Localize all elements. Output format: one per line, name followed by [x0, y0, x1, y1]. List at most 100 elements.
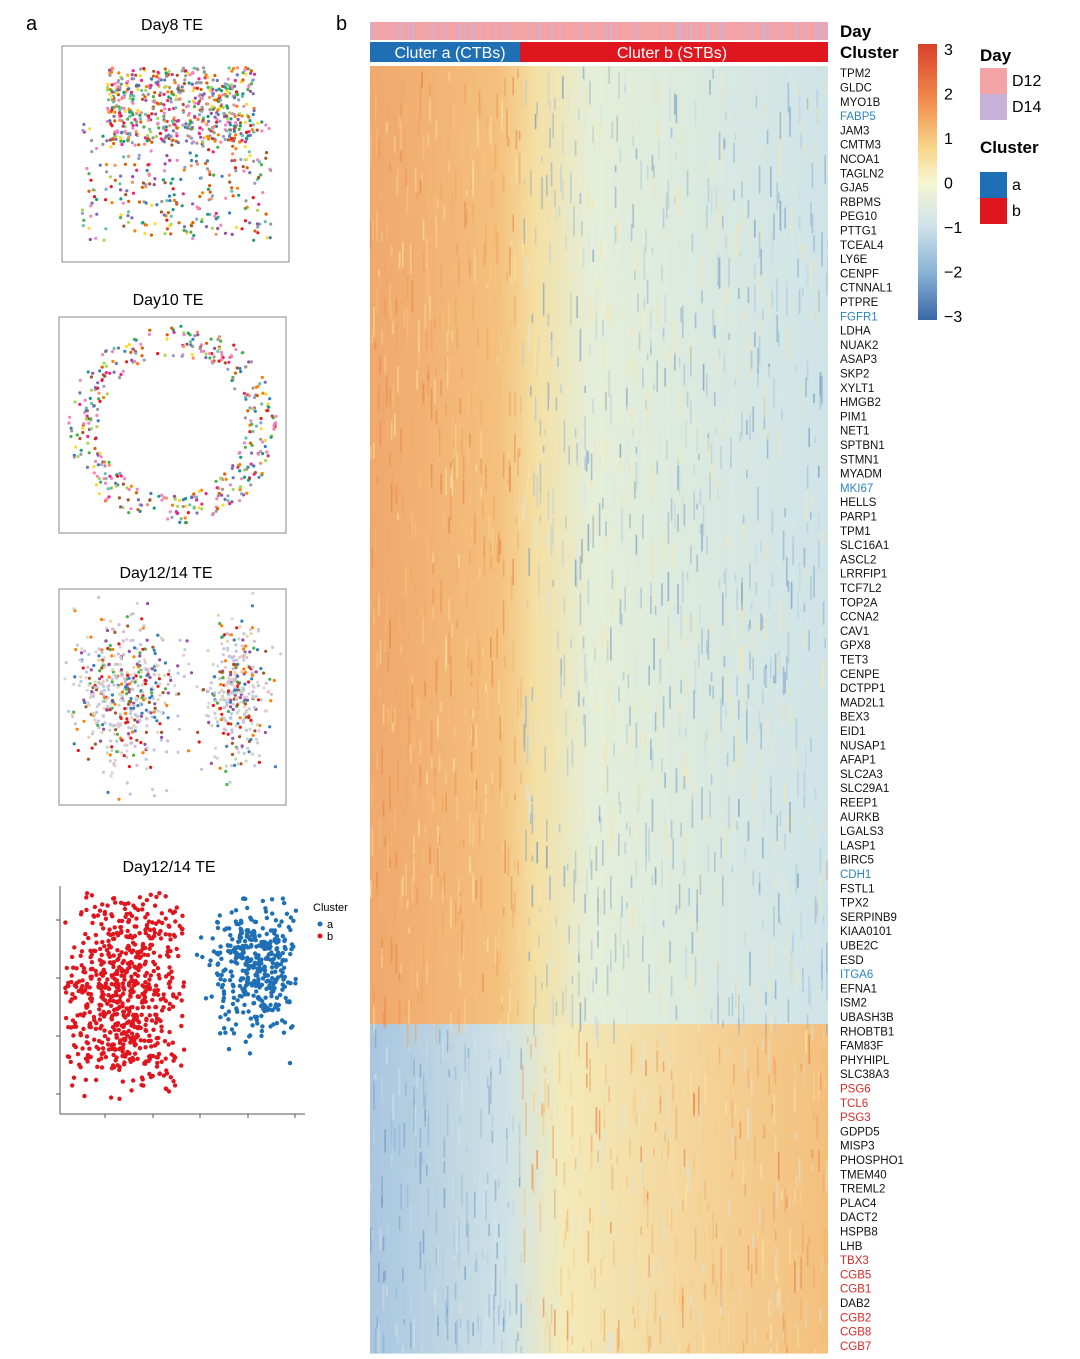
heatmap-cell — [547, 592, 550, 614]
day-stripe — [706, 22, 707, 40]
scatter-point — [210, 723, 214, 728]
heatmap-cell — [398, 698, 401, 708]
scatter-point — [142, 658, 147, 662]
scatter-point — [189, 224, 194, 228]
heatmap-cell — [477, 679, 479, 710]
scatter-point — [182, 653, 186, 657]
scatter-point — [192, 506, 196, 510]
heatmap-cell — [653, 1312, 655, 1320]
cluster-point-b — [80, 983, 85, 989]
cluster-point-b — [117, 953, 122, 958]
scatter-point — [228, 128, 232, 132]
heatmap-cell — [635, 858, 638, 880]
scatter-point — [86, 665, 90, 669]
heatmap-cell — [499, 539, 502, 555]
cluster-point-b — [99, 1056, 104, 1061]
heatmap-cell — [373, 989, 375, 1002]
cluster-point-b — [153, 983, 159, 988]
heatmap-row — [370, 752, 828, 768]
heatmap-cell — [509, 247, 511, 276]
scatter-point — [239, 690, 243, 695]
scatter-point — [89, 214, 93, 218]
scatter-point — [122, 95, 126, 100]
cluster-point-a — [276, 937, 281, 943]
heatmap-cell — [520, 677, 522, 710]
heatmap-cell — [587, 524, 590, 551]
heatmap-cell — [490, 543, 492, 553]
scatter-point — [216, 613, 220, 617]
heatmap-cell — [424, 750, 426, 759]
heatmap-cell — [626, 723, 628, 745]
cluster-point-a — [241, 1010, 246, 1015]
heatmap-cell — [642, 1168, 644, 1183]
scatter-point — [231, 464, 235, 468]
heatmap-cell — [610, 876, 612, 910]
heatmap-cell — [590, 1266, 593, 1281]
scatter-point — [209, 761, 213, 766]
cluster-point-b — [115, 1063, 120, 1068]
scatter-point — [102, 238, 106, 242]
cluster-point-b — [63, 920, 68, 925]
scatter-point — [133, 163, 137, 167]
cluster-point-b — [144, 897, 150, 903]
scatter-point — [97, 702, 101, 706]
heatmap-cell — [563, 654, 566, 687]
scatter-point — [215, 486, 219, 490]
heatmap-cell — [422, 383, 425, 404]
legend-label-b: b — [327, 931, 333, 943]
scatter-point — [94, 650, 98, 654]
heatmap-cell — [405, 1082, 407, 1096]
scatter-point — [219, 350, 224, 354]
scatter-point — [156, 684, 160, 688]
day-stripe — [610, 22, 612, 40]
scatter-point — [261, 452, 265, 456]
heatmap-cell — [611, 1331, 614, 1353]
heatmap-cell — [597, 931, 599, 948]
scatter-point — [92, 195, 97, 199]
cluster-point-b — [135, 1006, 140, 1011]
heatmap-cell — [520, 1345, 522, 1353]
scatter-point — [119, 716, 123, 721]
heatmap-cell — [576, 459, 578, 473]
heatmap-cell — [598, 124, 601, 155]
cluster-point-b — [146, 1058, 151, 1064]
scatter-point — [72, 742, 76, 746]
scatter-point — [85, 166, 89, 171]
heatmap-cell — [517, 808, 519, 833]
scatter-point — [192, 492, 196, 496]
scatter-point — [128, 96, 132, 100]
cluster-point-b — [127, 983, 132, 988]
scatter-point — [260, 129, 264, 133]
scatter-point — [156, 709, 160, 713]
cluster-point-b — [111, 964, 116, 970]
scatter-point — [133, 718, 137, 722]
scatter-point — [231, 375, 235, 380]
scatter-point — [221, 731, 226, 735]
heatmap-cell — [384, 837, 386, 847]
heatmap-cell — [416, 1346, 418, 1353]
scatter-point — [169, 181, 173, 185]
cluster-point-a — [242, 938, 248, 944]
scatter-point — [126, 117, 130, 121]
scatter-point — [213, 746, 218, 750]
heatmap-cell — [470, 389, 473, 413]
cluster-point-b — [131, 903, 136, 908]
day-stripe — [539, 22, 541, 40]
heatmap-cell — [442, 299, 444, 306]
cluster-point-b — [99, 959, 105, 964]
scatter-point — [190, 353, 194, 357]
cluster-point-b — [65, 1054, 71, 1059]
heatmap-cell — [518, 152, 521, 186]
scatter-point — [217, 359, 221, 363]
scatter-point — [152, 69, 156, 73]
heatmap-cell — [501, 786, 503, 812]
cluster-point-b — [93, 932, 99, 938]
heatmap-cell — [645, 399, 647, 410]
scatter-point — [135, 112, 139, 116]
scatter-point — [141, 181, 145, 185]
scatter-point — [232, 103, 236, 107]
heatmap-cell — [608, 681, 610, 702]
scatter-point — [121, 639, 125, 643]
heatmap-cell — [517, 689, 519, 717]
heatmap-cell — [586, 867, 588, 895]
